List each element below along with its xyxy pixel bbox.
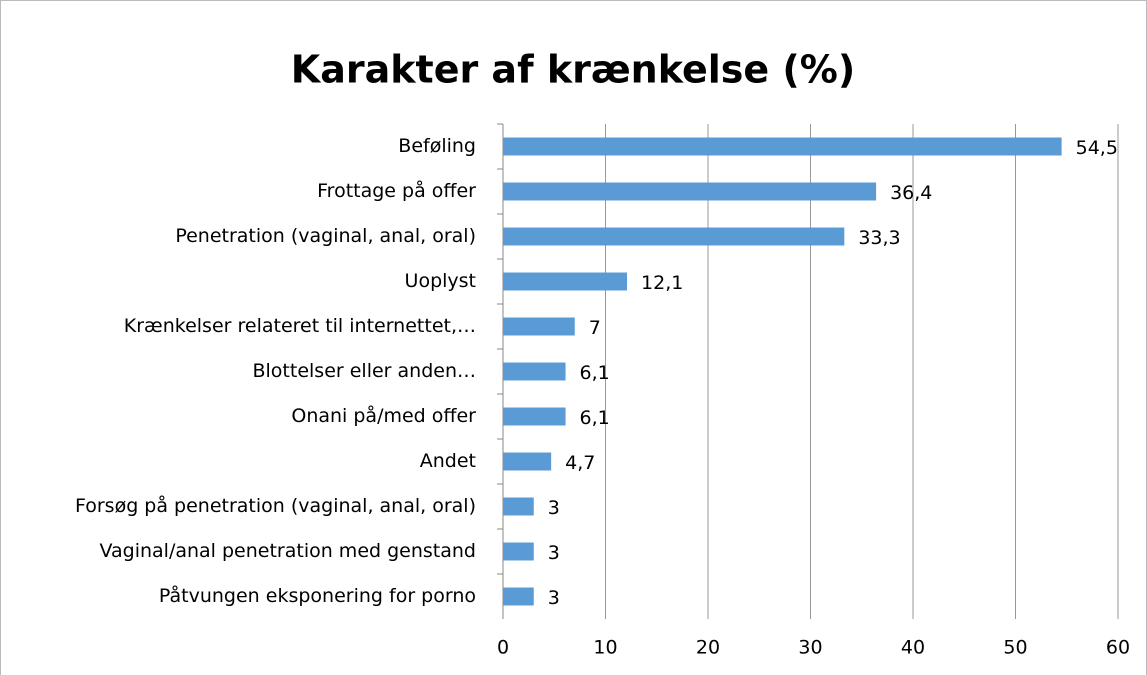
x-tick-label: 40 (901, 637, 925, 659)
data-label: 3 (548, 542, 560, 564)
bar (503, 542, 534, 561)
bar (503, 497, 534, 516)
bar (503, 137, 1062, 156)
data-label: 6,1 (580, 362, 610, 384)
y-tick-label: Andet (420, 450, 476, 472)
y-tick-label: Onani på/med offer (291, 404, 476, 427)
y-tick-label: Påtvungen eksponering for porno (159, 584, 476, 607)
data-label: 7 (589, 317, 601, 339)
data-label: 36,4 (890, 182, 932, 204)
bar (503, 407, 566, 426)
data-label: 6,1 (580, 407, 610, 429)
data-label: 3 (548, 497, 560, 519)
data-label: 33,3 (858, 227, 900, 249)
chart-title: Karakter af krænkelse (%) (291, 48, 855, 92)
bar (503, 587, 534, 606)
x-tick-label: 10 (593, 637, 617, 659)
y-tick-label: Krænkelser relateret til internettet,… (124, 315, 476, 337)
data-label: 12,1 (641, 272, 683, 294)
bar (503, 317, 575, 336)
x-tick-label: 20 (696, 637, 720, 659)
x-tick-label: 30 (798, 637, 822, 659)
x-tick-label: 50 (1003, 637, 1027, 659)
y-tick-label: Uoplyst (405, 270, 476, 292)
data-label: 3 (548, 587, 560, 609)
y-tick-label: Blottelser eller anden… (252, 360, 476, 382)
y-tick-label: Beføling (398, 135, 476, 157)
y-tick-label: Forsøg på penetration (vaginal, anal, or… (75, 494, 476, 517)
data-label: 4,7 (565, 452, 595, 474)
y-tick-label: Vaginal/anal penetration med genstand (99, 540, 476, 562)
x-tick-label: 60 (1106, 637, 1130, 659)
x-tick-label: 0 (497, 637, 509, 659)
bar (503, 452, 552, 471)
y-tick-label: Penetration (vaginal, anal, oral) (175, 225, 476, 247)
bar (503, 272, 628, 291)
bar (503, 227, 845, 246)
bar (503, 362, 566, 381)
bar (503, 182, 877, 201)
y-tick-label: Frottage på offer (317, 179, 476, 202)
data-label: 54,5 (1076, 137, 1118, 159)
